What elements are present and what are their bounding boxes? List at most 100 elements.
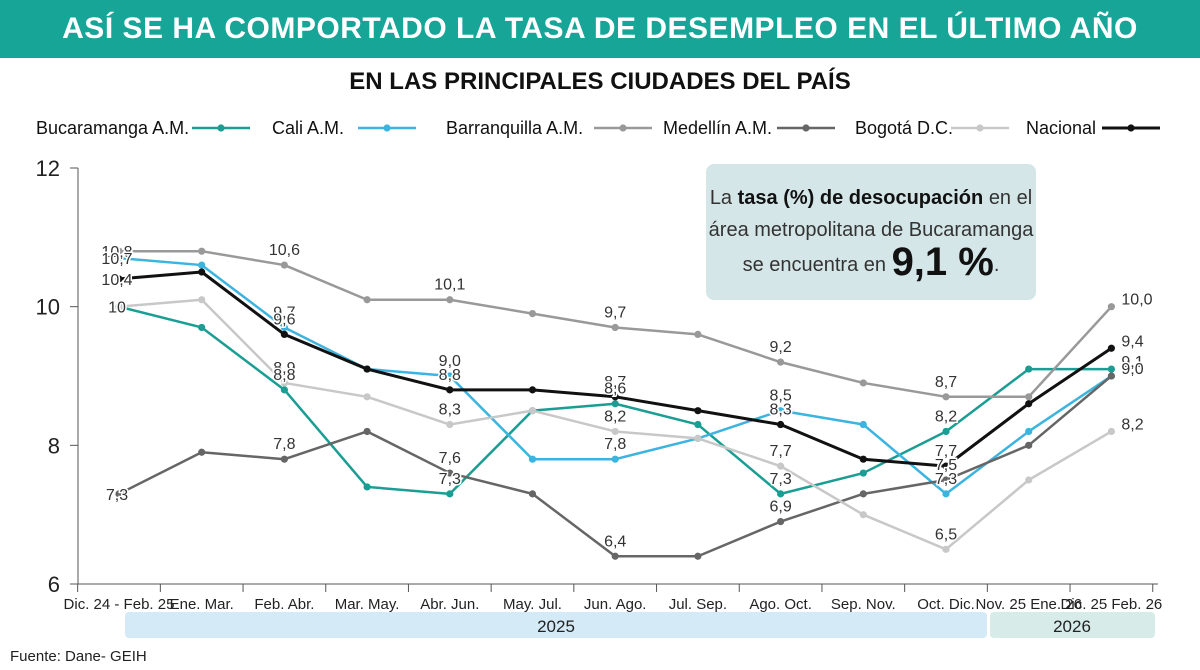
data-label: 9,2 — [769, 339, 791, 356]
data-label: 8,8 — [439, 367, 461, 384]
x-tick-label: Sep. Nov. — [831, 596, 896, 613]
data-label: 7,3 — [769, 471, 791, 488]
data-label: 9,4 — [1121, 333, 1143, 350]
data-point — [777, 420, 785, 429]
data-point — [694, 552, 702, 560]
data-label: 10,0 — [1121, 292, 1152, 309]
data-label: 8,7 — [604, 374, 626, 391]
legend-label: Nacional — [1026, 118, 1096, 138]
data-point — [1025, 476, 1033, 484]
callout-line2: área metropolitana de Bucaramanga — [708, 219, 1034, 241]
data-label: 8,8 — [273, 367, 295, 384]
data-point — [363, 296, 371, 304]
y-tick-label: 10 — [36, 295, 60, 320]
callout-bold: tasa (%) de desocupación — [737, 187, 984, 209]
data-label: 7,3 — [439, 471, 461, 488]
data-label: 9,1 — [1121, 354, 1143, 371]
data-point — [611, 323, 619, 332]
x-tick-label: Ago. Oct. — [749, 596, 812, 613]
data-label: 6,9 — [769, 499, 791, 516]
data-point — [280, 323, 288, 332]
data-point — [694, 420, 702, 429]
data-point — [859, 379, 867, 387]
callout-end: . — [993, 254, 1000, 276]
data-label: 7,7 — [935, 443, 957, 460]
year-band-2025 — [125, 612, 987, 638]
legend-swatch-dot — [1127, 124, 1135, 132]
legend-label: Barranquilla A.M. — [446, 118, 583, 138]
data-label: 8,5 — [769, 388, 791, 405]
x-tick-label: Jun. Ago. — [584, 596, 647, 613]
legend-swatch-dot — [217, 124, 225, 132]
data-label: 8,3 — [439, 402, 461, 419]
legend-swatch-dot — [802, 124, 810, 132]
data-point — [198, 247, 206, 255]
data-point — [198, 323, 206, 332]
callout-line3: se encuentra en — [742, 254, 886, 276]
data-point — [446, 469, 454, 477]
data-point — [859, 469, 867, 477]
y-tick-label: 12 — [36, 156, 60, 181]
data-point — [942, 545, 950, 553]
data-point — [1107, 344, 1115, 352]
data-point — [528, 455, 537, 463]
data-point — [115, 247, 123, 255]
y-tick-label: 8 — [48, 433, 60, 458]
data-point — [942, 462, 950, 470]
data-point — [1025, 427, 1033, 436]
data-point — [859, 420, 867, 429]
data-point — [1025, 400, 1033, 408]
data-label: 7,3 — [106, 487, 128, 504]
data-label: 8,2 — [935, 408, 957, 425]
data-label: 8,9 — [273, 360, 295, 377]
data-point — [115, 490, 123, 498]
data-label: 9,0 — [439, 353, 461, 370]
legend-label: Cali A.M. — [272, 118, 344, 138]
data-label: 8,2 — [1121, 416, 1143, 433]
data-label: 10,1 — [434, 277, 465, 294]
data-label: 8,2 — [604, 408, 626, 425]
data-point — [1107, 365, 1115, 373]
data-label: 6,4 — [604, 533, 626, 550]
data-point — [115, 254, 123, 262]
data-point — [1025, 441, 1033, 449]
data-label: 7,6 — [439, 450, 461, 467]
x-tick-label: Jul. Sep. — [669, 596, 727, 613]
data-point — [363, 427, 371, 436]
data-point — [528, 386, 537, 394]
data-point — [859, 490, 867, 498]
data-label: 9,7 — [604, 304, 626, 321]
data-label: 8,3 — [769, 402, 791, 419]
data-point — [363, 365, 371, 373]
data-label: 10,7 — [101, 251, 132, 268]
x-tick-label: May. Jul. — [503, 596, 562, 613]
x-tick-label: Nov. 25 Ene. 26 — [975, 596, 1081, 613]
data-point — [363, 393, 371, 401]
data-point — [694, 434, 702, 442]
data-point — [1025, 393, 1033, 401]
data-label: 7,5 — [935, 457, 957, 474]
x-tick-label: Ene. Mar. — [170, 596, 234, 613]
data-point — [611, 393, 619, 401]
data-point — [363, 483, 371, 491]
data-label: 8,7 — [935, 374, 957, 391]
data-point — [942, 393, 950, 401]
data-point — [446, 386, 454, 394]
legend-swatch-dot — [976, 124, 984, 132]
data-point — [694, 330, 702, 338]
data-label: 10,4 — [101, 272, 132, 289]
data-point — [777, 518, 785, 526]
legend-label: Medellín A.M. — [663, 118, 772, 138]
data-point — [611, 427, 619, 436]
data-point — [777, 462, 785, 470]
callout-value: 9,1 % — [891, 240, 994, 284]
data-label: 9,6 — [273, 311, 295, 328]
x-tick-label: Mar. May. — [335, 596, 400, 613]
data-point — [1025, 365, 1033, 373]
data-label: 10,8 — [101, 244, 132, 261]
data-point — [528, 310, 537, 318]
data-point — [198, 261, 206, 269]
data-point — [1107, 427, 1115, 436]
legend-label: Bogotá D.C. — [855, 118, 953, 138]
data-point — [280, 330, 288, 338]
